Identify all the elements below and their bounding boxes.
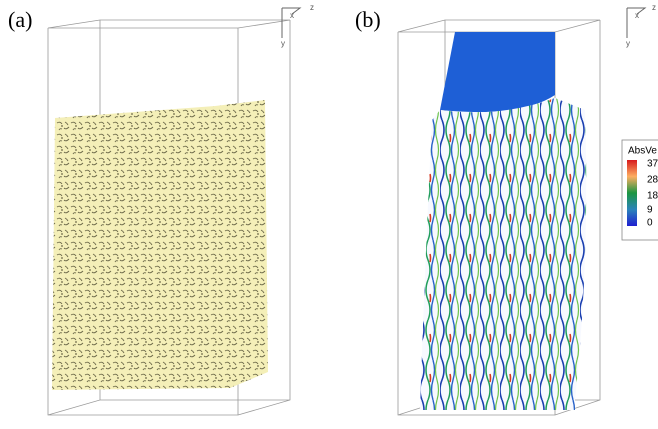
triad-label: z xyxy=(310,3,314,12)
triad-label: x xyxy=(635,11,639,20)
colorbar xyxy=(627,160,637,226)
axis-triad: z x y xyxy=(281,3,314,48)
streamlines xyxy=(420,98,586,410)
triad-label: x xyxy=(290,11,294,20)
legend-tick: 28 xyxy=(647,175,658,186)
inlet-streamlines xyxy=(440,32,555,112)
color-legend: AbsVe 37 28 18 9 0 xyxy=(622,140,658,240)
figure: (a) z x y (b) z x y AbsVe 37 28 18 9 0 xyxy=(0,0,658,429)
triad-label: z xyxy=(652,3,656,12)
legend-tick: 0 xyxy=(647,218,653,229)
legend-tick: 37 xyxy=(647,159,658,170)
triad-label: y xyxy=(281,39,285,48)
legend-tick: 9 xyxy=(647,205,653,216)
legend-title: AbsVe xyxy=(628,146,657,157)
axis-triad: z x y xyxy=(626,3,656,48)
figure-canvas: (a) z x y (b) z x y AbsVe 37 28 18 9 0 xyxy=(0,0,658,429)
panel-label: (a) xyxy=(8,7,32,32)
legend-tick: 18 xyxy=(647,191,658,202)
panel-label: (b) xyxy=(355,7,381,32)
triad-label: y xyxy=(626,39,630,48)
isosurface xyxy=(52,100,268,390)
